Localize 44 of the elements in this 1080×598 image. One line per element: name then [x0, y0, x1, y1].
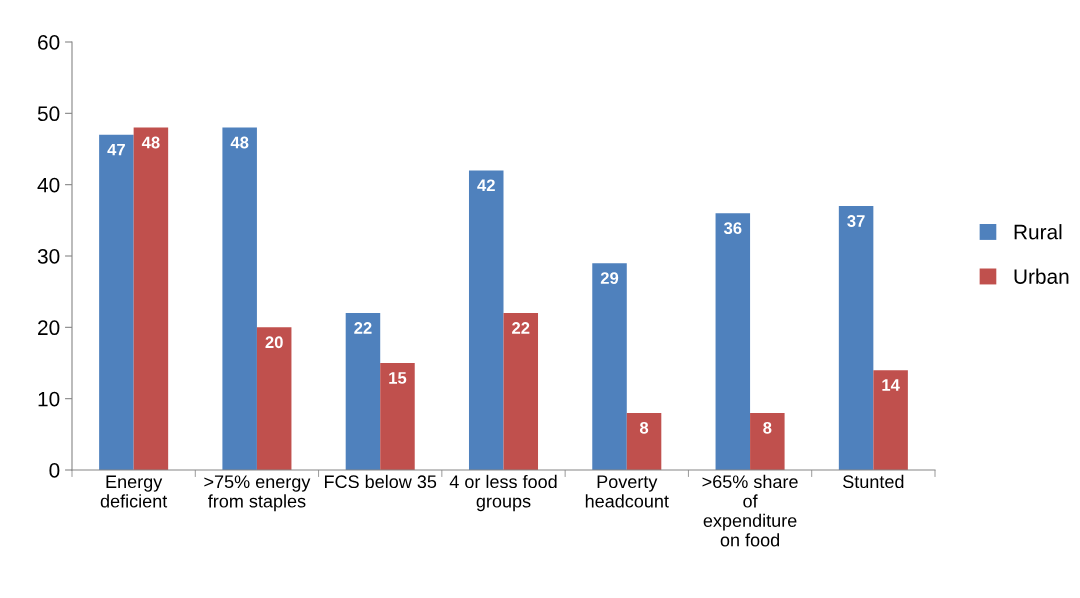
legend-label: Rural	[1014, 224, 1062, 240]
bar	[715, 213, 751, 470]
data-label: 8	[639, 421, 649, 434]
data-label: 22	[354, 322, 372, 334]
x-tick-label: >75% energy from staples	[204, 475, 311, 512]
data-label: 29	[600, 272, 619, 284]
y-tick-label: 20	[38, 320, 60, 336]
data-label: 42	[477, 179, 495, 192]
bar	[750, 412, 785, 470]
y-tick-label: 50	[37, 106, 60, 122]
data-label: 48	[230, 136, 249, 149]
data-label: 36	[723, 222, 742, 235]
x-tick-label: 4 or less food groups	[449, 474, 557, 512]
x-tick-label: >65% share of expenditure on food	[702, 474, 798, 547]
x-tick-label: FCS below 35	[325, 474, 437, 489]
y-tick-label: 40	[37, 177, 60, 193]
bar	[133, 127, 169, 470]
x-tick-label: Stunted	[843, 474, 904, 489]
data-label: 47	[107, 143, 125, 156]
data-label: 37	[847, 215, 865, 227]
data-label: 48	[141, 136, 160, 149]
data-label: 22	[512, 322, 530, 334]
y-tick-label: 10	[38, 391, 60, 407]
y-tick-label: 30	[37, 249, 60, 264]
bar	[222, 127, 257, 470]
y-tick-label: 0	[49, 463, 60, 478]
bar	[626, 412, 662, 470]
data-label: 14	[882, 379, 900, 391]
y-tick-label: 60	[38, 35, 60, 50]
x-tick-label: Poverty headcount	[585, 475, 669, 508]
bar	[838, 206, 874, 470]
x-tick-label: Energy deficient	[100, 475, 168, 508]
data-label: 15	[389, 372, 407, 384]
data-label: 20	[265, 336, 283, 349]
bar	[468, 170, 504, 470]
bar	[256, 327, 292, 470]
data-label: 8	[763, 421, 772, 434]
bar	[345, 313, 381, 470]
bar	[99, 134, 134, 470]
legend-label: Urban	[1014, 268, 1069, 284]
bar	[503, 313, 539, 470]
bar	[873, 370, 908, 470]
bar	[380, 363, 415, 470]
bar	[592, 263, 627, 470]
